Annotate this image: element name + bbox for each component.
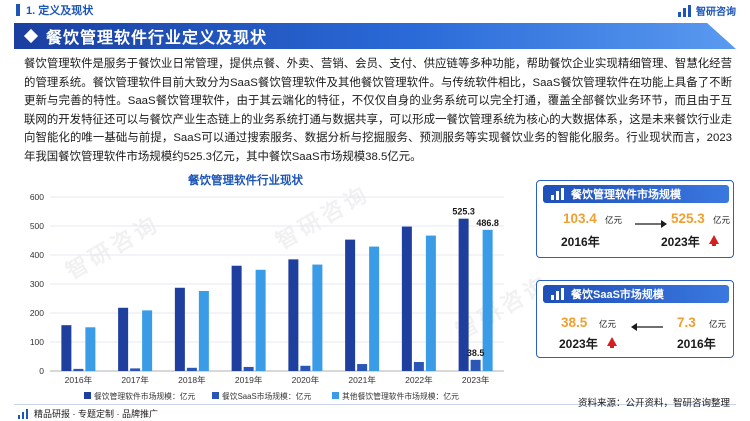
bar <box>118 307 129 371</box>
bar <box>174 287 185 371</box>
bar <box>369 246 380 371</box>
x-tick-label: 2020年 <box>292 375 320 385</box>
up-arrow-icon <box>607 337 617 348</box>
card-left-value: 38.5 <box>561 315 588 330</box>
x-tick-label: 2017年 <box>121 375 149 385</box>
y-tick-label: 400 <box>30 250 44 260</box>
bar-chart: 0 100 200 300 400 500 600 2016年 2017年 2018年 2019年 2… <box>30 192 504 401</box>
bar <box>243 366 254 371</box>
bar <box>142 310 153 371</box>
x-tick-label: 2018年 <box>178 375 206 385</box>
source-note: 资料来源：公开资料，智研咨询整理 <box>577 398 730 409</box>
legend-label: 其他餐饮管理软件市场规模：亿元 <box>342 391 459 401</box>
legend-swatch <box>332 392 339 399</box>
intro-paragraph: 餐饮管理软件是服务于餐饮业日常管理，提供点餐、外卖、营销、会员、支付、供应链等多… <box>24 58 732 163</box>
data-label: 38.5 <box>467 348 485 358</box>
bar <box>401 226 412 371</box>
data-label: 486.8 <box>476 218 499 228</box>
legend-label: 餐饮SaaS市场规模：亿元 <box>222 391 311 401</box>
x-tick-label: 2021年 <box>348 375 376 385</box>
section-marker <box>16 4 20 16</box>
section-label: 1. 定义及现状 <box>26 5 94 17</box>
bar <box>345 239 356 371</box>
brand-logo-icon <box>678 4 692 17</box>
diamond-icon <box>23 28 39 44</box>
bar <box>255 269 266 371</box>
bar <box>300 365 311 371</box>
title-bar: 餐饮管理软件行业定义及现状 <box>14 23 736 49</box>
x-tick-label: 2022年 <box>405 375 433 385</box>
x-tick-label: 2016年 <box>65 375 93 385</box>
card-title: 餐饮SaaS市场规模 <box>571 289 664 301</box>
bar <box>61 325 72 371</box>
market-size-card: 餐饮管理软件市场规模 103.4 亿元 2016年 525.3 亿元 2023年 <box>536 180 734 258</box>
bar <box>85 327 96 371</box>
arrow-right-icon <box>635 220 667 228</box>
legend-swatch <box>212 392 219 399</box>
chart-title: 餐饮管理软件行业现状 <box>188 175 303 187</box>
y-tick-label: 100 <box>30 337 44 347</box>
x-tick-label: 2023年 <box>462 375 490 385</box>
bar <box>470 359 481 371</box>
y-tick-label: 500 <box>30 221 44 231</box>
bar <box>73 368 84 371</box>
card-left-value: 103.4 <box>563 211 597 226</box>
bar-chart-icon <box>551 288 565 300</box>
bar <box>357 364 368 371</box>
card-header: 餐饮管理软件市场规模 <box>543 185 729 203</box>
top-bar: 1. 定义及现状 智研咨询 <box>0 0 750 20</box>
legend-label: 餐饮管理软件市场规模：亿元 <box>94 391 196 401</box>
card-right-unit: 亿元 <box>713 215 731 225</box>
bar <box>130 368 141 371</box>
bar <box>231 265 242 371</box>
card-right-year: 2023年 <box>661 235 700 249</box>
page-title: 餐饮管理软件行业定义及现状 <box>46 30 268 47</box>
x-tick-label: 2019年 <box>235 375 263 385</box>
bar <box>458 218 469 371</box>
data-label: 525.3 <box>452 207 475 217</box>
card-left-unit: 亿元 <box>605 215 623 225</box>
bar <box>288 259 299 371</box>
card-header: 餐饮SaaS市场规模 <box>543 285 729 303</box>
footer-left: 精品研报 · 专题定制 · 品牌推广 <box>18 407 158 420</box>
card-right-value: 7.3 <box>677 315 696 330</box>
brand-name: 智研咨询 <box>696 7 736 18</box>
bar <box>186 367 197 371</box>
footer-divider <box>14 404 736 405</box>
bar <box>198 290 209 371</box>
brand: 智研咨询 <box>678 3 736 18</box>
legend-swatch <box>84 392 91 399</box>
bar <box>482 229 493 371</box>
y-tick-label: 300 <box>30 279 44 289</box>
card-left-unit: 亿元 <box>599 319 617 329</box>
card-left-year: 2023年 <box>559 337 598 351</box>
brand-logo-icon <box>18 408 30 419</box>
footer-tagline: 精品研报 · 专题定制 · 品牌推广 <box>34 409 158 419</box>
up-arrow-icon <box>709 235 719 246</box>
bar <box>413 362 424 371</box>
saas-size-card: 餐饮SaaS市场规模 38.5 亿元 2023年 7.3 亿元 2016年 <box>536 280 734 358</box>
card-title: 餐饮管理软件市场规模 <box>571 189 681 201</box>
card-right-unit: 亿元 <box>709 319 727 329</box>
bar <box>425 235 436 371</box>
bar <box>312 264 323 371</box>
bar-chart-icon <box>551 188 565 200</box>
y-tick-label: 600 <box>30 192 44 202</box>
y-tick-label: 200 <box>30 308 44 318</box>
card-left-year: 2016年 <box>561 235 600 249</box>
card-right-year: 2016年 <box>677 337 716 351</box>
y-tick-label: 0 <box>39 366 44 376</box>
card-right-value: 525.3 <box>671 211 705 226</box>
arrow-left-icon <box>631 323 663 331</box>
